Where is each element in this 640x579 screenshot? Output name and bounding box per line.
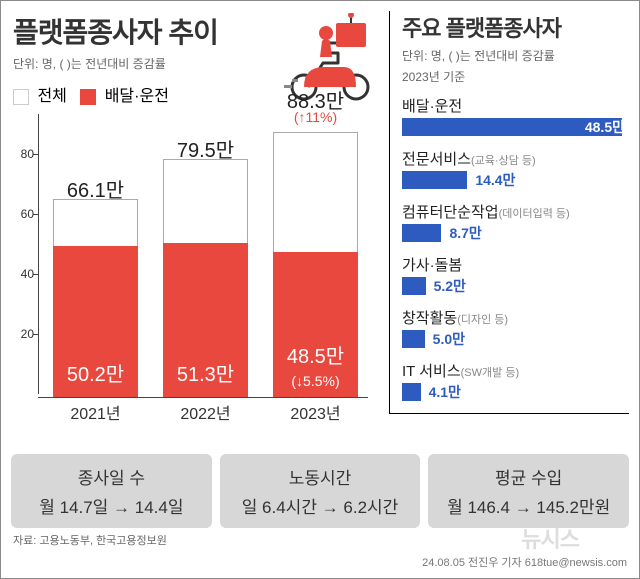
bar-delivery: 50.2만 <box>53 246 138 397</box>
hbar-bar-wrap: 48.5만 <box>402 118 629 138</box>
hbar-category: 배달·운전 <box>402 95 629 116</box>
hbar-bar <box>402 171 467 189</box>
hbar-row: 전문서비스(교육·상담 등) 14.4만 <box>402 148 629 191</box>
hbar-row: 배달·운전 48.5만 <box>402 95 629 138</box>
bar-delivery: 51.3만 <box>163 243 248 397</box>
legend-label-delivery: 배달·운전 <box>105 88 169 105</box>
hbar-bar <box>402 277 426 295</box>
hbar-value: 14.4만 <box>471 171 515 189</box>
y-tick-label: 60 <box>21 207 34 221</box>
y-tick-label: 80 <box>21 147 34 161</box>
y-tick-label: 40 <box>21 267 34 281</box>
source-text: 자료: 고용노동부, 한국고용정보원 <box>13 532 167 548</box>
infographic-root: 플랫폼종사자 추이 단위: 명, ( )는 전년대비 증감률 전체 배달·운전 <box>0 0 640 579</box>
footer-title: 종사일 수 <box>19 464 204 489</box>
footer-value: 월 146.4 → 145.2만원 <box>436 493 621 518</box>
hbar-category: 가사·돌봄 <box>402 254 629 275</box>
hbar-bar <box>402 383 421 401</box>
footer-boxes: 종사일 수 월 14.7일 → 14.4일 노동시간 일 6.4시간 → 6.2… <box>11 454 629 528</box>
hbar-row: IT 서비스(SW개발 등) 4.1만 <box>402 360 629 403</box>
hbar-bar-wrap: 14.4만 <box>402 171 629 191</box>
legend-swatch-delivery <box>80 89 96 105</box>
hbar-value: 4.1만 <box>425 383 461 401</box>
hbar-bar <box>402 330 425 348</box>
right-panel: 주요 플랫폼종사자 단위: 명, ( )는 전년대비 증감률 2023년 기준 … <box>389 11 629 414</box>
footer-title: 노동시간 <box>228 464 413 489</box>
x-label: 2023년 <box>273 400 358 424</box>
hbar-bar <box>402 224 441 242</box>
right-title: 주요 플랫폼종사자 <box>402 11 629 43</box>
hbar-row: 가사·돌봄 5.2만 <box>402 254 629 297</box>
credit-text: 24.08.05 전진우 기자 618tue@newsis.com <box>422 554 627 570</box>
bar-delivery: (↓5.5%) 48.5만 <box>273 252 358 398</box>
footer-title: 평균 수입 <box>436 464 621 489</box>
legend-swatch-total <box>13 89 29 105</box>
hbar-row: 창작활동(디자인 등) 5.0만 <box>402 307 629 350</box>
left-panel: 플랫폼종사자 추이 단위: 명, ( )는 전년대비 증감률 전체 배달·운전 <box>13 11 378 424</box>
watermark: 뉴시스 <box>521 522 579 554</box>
right-year: 2023년 기준 <box>402 68 629 85</box>
hbar-bar-wrap: 5.2만 <box>402 277 629 297</box>
hbar-category: IT 서비스(SW개발 등) <box>402 360 629 381</box>
hbar-category: 창작활동(디자인 등) <box>402 307 629 328</box>
y-axis <box>38 114 39 394</box>
bar-delivery-label: 51.3만 <box>163 358 248 387</box>
hbar-category: 전문서비스(교육·상담 등) <box>402 148 629 169</box>
bar-change-delivery: (↓5.5%) <box>273 373 358 389</box>
x-axis <box>38 397 368 398</box>
footer-box-income: 평균 수입 월 146.4 → 145.2만원 <box>428 454 629 528</box>
hbar-category: 컴퓨터단순작업(데이터입력 등) <box>402 201 629 222</box>
bar-delivery-label: 48.5만 <box>273 340 358 369</box>
hbar-bar-wrap: 4.1만 <box>402 383 629 403</box>
footer-box-hours: 노동시간 일 6.4시간 → 6.2시간 <box>220 454 421 528</box>
hbar-value: 5.0만 <box>429 330 465 348</box>
hbar-value: 5.2만 <box>430 277 466 295</box>
bar-chart: 20406080 66.1만50.2만79.5만51.3만88.3만(↑11%)… <box>13 114 368 424</box>
footer-box-days: 종사일 수 월 14.7일 → 14.4일 <box>11 454 212 528</box>
x-label: 2021년 <box>53 400 138 424</box>
bar-total-label: 79.5만 <box>164 134 247 163</box>
x-label: 2022년 <box>163 400 248 424</box>
hbar-value: 8.7만 <box>445 224 481 242</box>
hbar-bar-wrap: 8.7만 <box>402 224 629 244</box>
legend-label-total: 전체 <box>37 88 66 105</box>
hbar-row: 컴퓨터단순작업(데이터입력 등) 8.7만 <box>402 201 629 244</box>
hbar-bar-wrap: 5.0만 <box>402 330 629 350</box>
right-unit: 단위: 명, ( )는 전년대비 증감률 <box>402 47 629 64</box>
bar-delivery-label: 50.2만 <box>53 358 138 387</box>
bar-change-total: (↑11%) <box>274 109 357 125</box>
bar-total-label: 66.1만 <box>54 174 137 203</box>
footer-value: 일 6.4시간 → 6.2시간 <box>228 493 413 518</box>
footer-value: 월 14.7일 → 14.4일 <box>19 493 204 518</box>
y-tick-label: 20 <box>21 327 34 341</box>
hbar-value: 48.5만 <box>581 118 625 136</box>
